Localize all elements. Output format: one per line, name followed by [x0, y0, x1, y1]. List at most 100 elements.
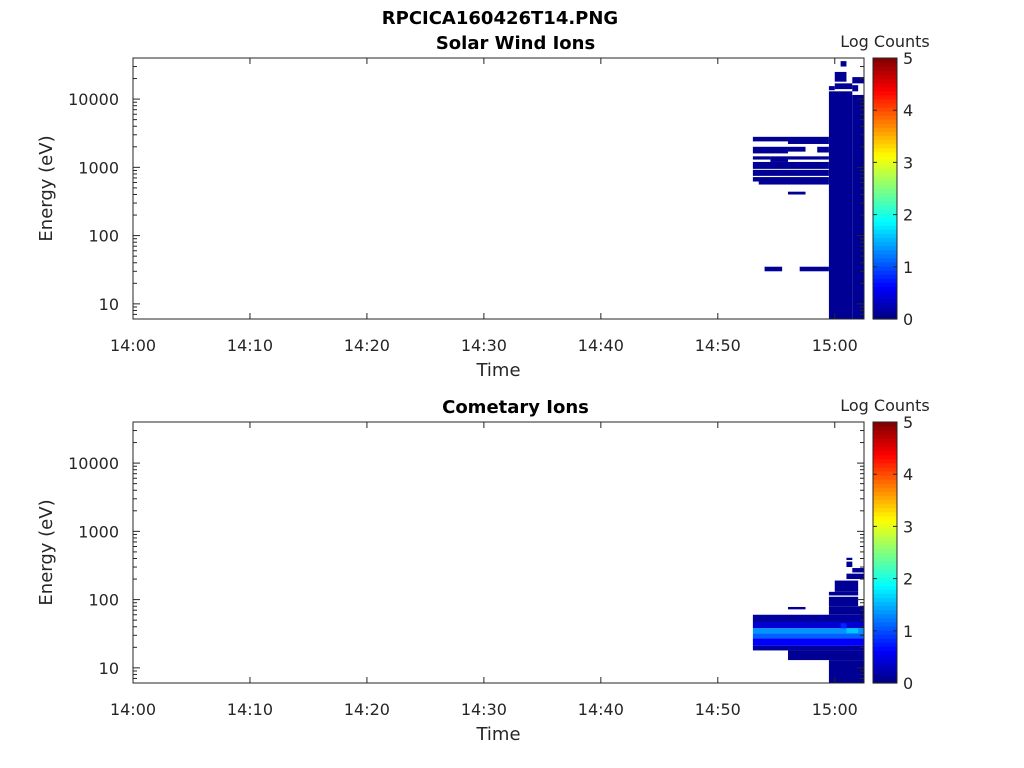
- colorbar-segment: [873, 503, 897, 509]
- colorbar-segment: [873, 245, 897, 251]
- colorbar-segment: [873, 184, 897, 190]
- colorbar-segment: [873, 670, 897, 676]
- x-tick-label: 14:40: [578, 700, 624, 719]
- colorbar-tick-label: 0: [903, 310, 913, 329]
- colorbar-frame: [872, 421, 898, 684]
- colorbar-segment: [873, 155, 897, 161]
- colorbar-tick-label: 2: [903, 570, 913, 589]
- colorbar-segment: [873, 282, 897, 287]
- y-tick-label: 100: [88, 227, 119, 246]
- colorbar-segment: [873, 274, 897, 279]
- colorbar-segment: [873, 217, 897, 222]
- y-tick-label: 10000: [68, 90, 119, 109]
- colorbar-segment: [873, 568, 897, 574]
- heatmap-cell: [752, 161, 829, 169]
- heatmap-cell: [752, 146, 788, 154]
- colorbar-segment: [873, 253, 897, 259]
- colorbar-segment: [873, 646, 897, 651]
- heatmap-cell: [852, 568, 864, 573]
- heatmap-cell: [828, 660, 864, 683]
- colorbar-segment: [873, 495, 897, 501]
- colorbar-segment: [873, 475, 897, 480]
- colorbar-segment: [873, 564, 897, 570]
- colorbar-segment: [873, 507, 897, 513]
- colorbar-segment: [873, 511, 897, 517]
- colorbar-segment: [873, 536, 897, 541]
- colorbar-segment: [873, 78, 897, 84]
- heatmap-cell: [752, 177, 829, 182]
- heatmap-cell: [846, 561, 853, 568]
- heatmap-cell: [828, 86, 835, 91]
- colorbar-segment: [873, 674, 897, 680]
- colorbar-tick-label: 5: [903, 49, 913, 68]
- colorbar-segment: [873, 540, 897, 545]
- colorbar-segment: [873, 233, 897, 239]
- colorbar-segment: [873, 576, 897, 582]
- colorbar-tick-label: 3: [903, 153, 913, 172]
- panel-title: Solar Wind Ions: [436, 33, 595, 54]
- colorbar-segment: [873, 270, 897, 275]
- colorbar-segment: [873, 650, 897, 656]
- x-tick-label: 14:50: [695, 700, 741, 719]
- colorbar-segment: [873, 560, 897, 566]
- heatmap-cell: [787, 650, 864, 661]
- colorbar-segment: [873, 678, 897, 684]
- colorbar-segment: [873, 106, 897, 112]
- colorbar-segment: [873, 192, 897, 198]
- colorbar-segment: [873, 164, 897, 169]
- heatmap-cell: [840, 61, 847, 67]
- colorbar-segment: [873, 261, 897, 267]
- colorbar-segment: [873, 151, 897, 157]
- heatmap-cell: [787, 136, 829, 144]
- colorbar-segment: [873, 544, 897, 550]
- colorbar-segment: [873, 442, 897, 448]
- colorbar-segment: [873, 581, 897, 586]
- colorbar-segment: [873, 605, 897, 611]
- heatmap-cell: [828, 596, 859, 607]
- colorbar-segment: [873, 298, 897, 304]
- colorbar-segment: [873, 422, 897, 427]
- colorbar-segment: [873, 172, 897, 177]
- colorbar-segment: [873, 572, 897, 578]
- colorbar-segment: [873, 462, 897, 468]
- x-axis-label: Time: [475, 724, 520, 745]
- colorbar-segment: [873, 601, 897, 607]
- colorbar-segment: [873, 221, 897, 226]
- colorbar-segment: [873, 143, 897, 149]
- colorbar-segment: [873, 135, 897, 141]
- heatmap-cell: [846, 628, 859, 634]
- colorbar-segment: [873, 483, 897, 488]
- colorbar-segment: [873, 434, 897, 439]
- colorbar-segment: [873, 625, 897, 631]
- heatmap-cell: [852, 77, 864, 84]
- colorbar-segment: [873, 58, 897, 63]
- colorbar-tick-label: 1: [903, 258, 913, 277]
- heatmap-cell: [752, 628, 864, 634]
- colorbar-segment: [873, 86, 897, 92]
- heatmap-cell: [752, 621, 864, 629]
- heatmap-cell: [852, 94, 864, 319]
- x-tick-label: 14:30: [461, 336, 507, 355]
- colorbar-segment: [873, 491, 897, 497]
- colorbar-segment: [873, 131, 897, 137]
- colorbar-segment: [873, 127, 897, 133]
- colorbar-segment: [873, 123, 897, 128]
- heatmap-cell: [752, 169, 829, 176]
- colorbar-segment: [873, 430, 897, 435]
- colorbar-segment: [873, 314, 897, 320]
- colorbar-segment: [873, 98, 897, 104]
- y-axis-label: Energy (eV): [36, 135, 57, 241]
- colorbar-segment: [873, 597, 897, 603]
- colorbar-label: Log Counts: [840, 396, 930, 415]
- colorbar-segment: [873, 450, 897, 456]
- colorbar-segment: [873, 548, 897, 554]
- colorbar-segment: [873, 593, 897, 598]
- colorbar-segment: [873, 621, 897, 627]
- heatmap-cell: [787, 191, 806, 195]
- y-tick-label: 100: [88, 591, 119, 610]
- figure-title: RPCICA160426T14.PNG: [382, 8, 618, 29]
- y-axis-label: Energy (eV): [36, 499, 57, 605]
